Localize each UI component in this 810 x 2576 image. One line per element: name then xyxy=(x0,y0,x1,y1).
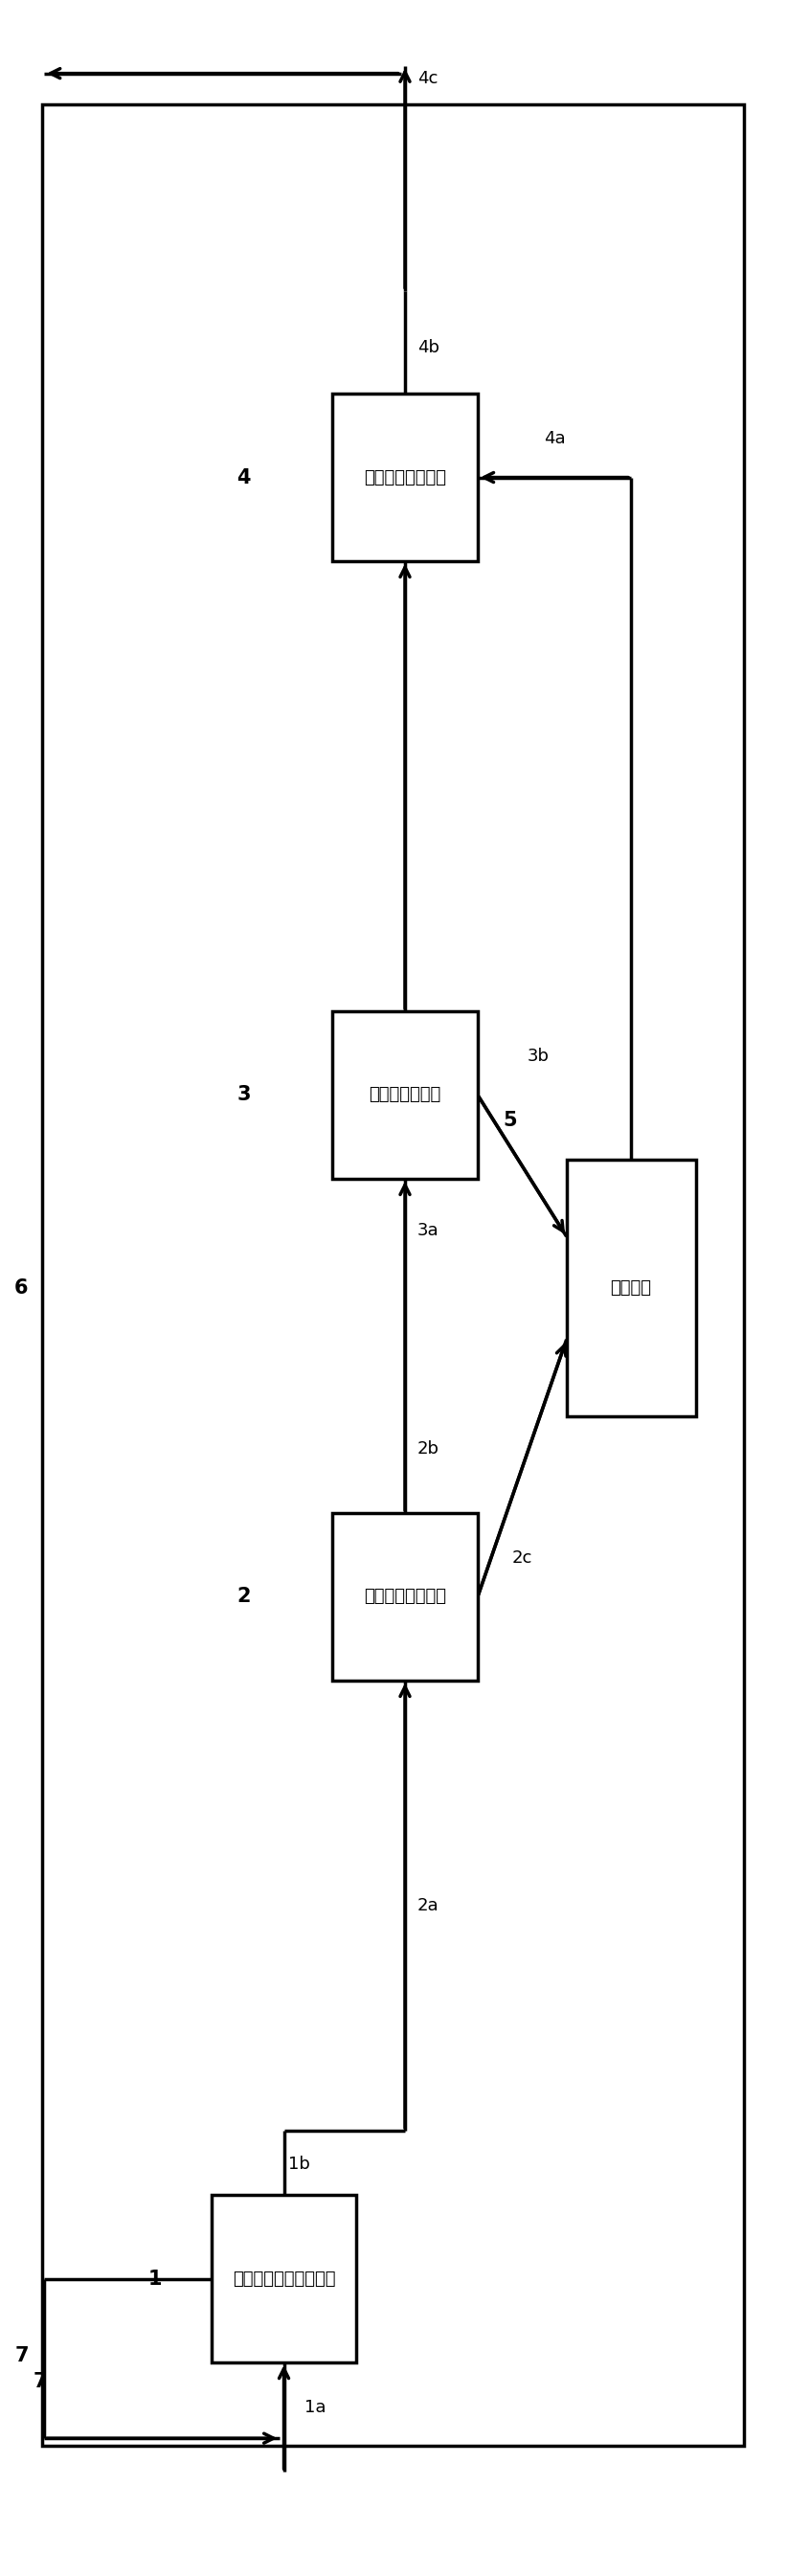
Text: 1b: 1b xyxy=(288,2156,310,2172)
Text: 中间水筱: 中间水筱 xyxy=(611,1280,651,1296)
Text: 4: 4 xyxy=(237,469,250,487)
Bar xyxy=(211,2195,356,2362)
Text: 1a: 1a xyxy=(304,2398,326,2416)
Bar xyxy=(566,1159,696,1417)
Text: 缺氧反鸸化反应器: 缺氧反鸸化反应器 xyxy=(364,1589,446,1605)
Bar xyxy=(332,394,478,562)
Text: 2: 2 xyxy=(237,1587,250,1607)
Bar xyxy=(41,103,744,2447)
Text: 4b: 4b xyxy=(417,340,439,355)
Text: 7: 7 xyxy=(15,2347,28,2365)
Text: 2c: 2c xyxy=(512,1551,532,1566)
Text: 1: 1 xyxy=(147,2269,162,2287)
Text: 3: 3 xyxy=(237,1084,250,1105)
Text: 7: 7 xyxy=(33,2372,47,2391)
Text: 短程鸸化反应器: 短程鸸化反应器 xyxy=(369,1087,441,1103)
Bar xyxy=(332,1512,478,1680)
Text: 厌氧氨氧化反应器: 厌氧氨氧化反应器 xyxy=(364,469,446,487)
Text: 4c: 4c xyxy=(417,70,437,88)
Text: 3b: 3b xyxy=(527,1048,549,1064)
Bar xyxy=(332,1012,478,1180)
Text: 微生物燃料电池反应器: 微生物燃料电池反应器 xyxy=(232,2269,335,2287)
Text: 6: 6 xyxy=(15,1278,28,1298)
Text: 2a: 2a xyxy=(417,1896,439,1914)
Text: 2b: 2b xyxy=(417,1440,439,1458)
Text: 5: 5 xyxy=(503,1110,517,1131)
Text: 3a: 3a xyxy=(417,1221,439,1239)
Text: 4a: 4a xyxy=(544,430,565,448)
